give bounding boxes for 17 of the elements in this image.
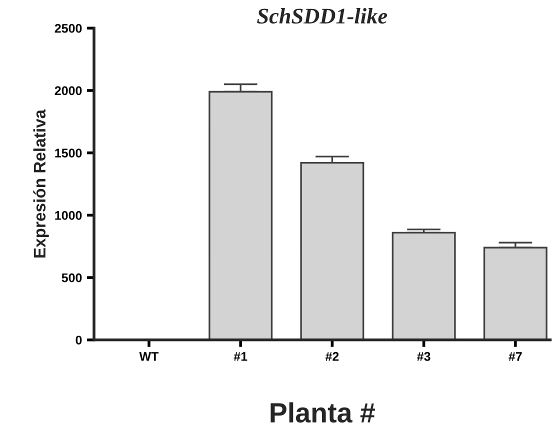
x-tick-label: #3 (417, 352, 430, 361)
bar (483, 246, 548, 340)
x-axis-title: Planta # (270, 402, 375, 423)
y-tick-label: 0 (76, 336, 82, 345)
x-tick-label: #1 (234, 352, 248, 361)
y-tick-label: 500 (62, 273, 82, 282)
x-tick-label: #7 (508, 352, 522, 361)
y-tick-label: 2500 (54, 24, 82, 33)
x-tick-label: #2 (325, 352, 339, 361)
bar (300, 162, 364, 340)
y-tick-label: 2000 (54, 86, 82, 96)
y-tick-label: 1000 (55, 211, 82, 220)
chart-title: SchSDD1-like (257, 8, 388, 24)
bar (392, 232, 456, 340)
x-tick-label: WT (139, 352, 159, 361)
y-tick-label: 1500 (55, 148, 82, 158)
y-axis-title: Expresión Relativa (33, 109, 49, 258)
